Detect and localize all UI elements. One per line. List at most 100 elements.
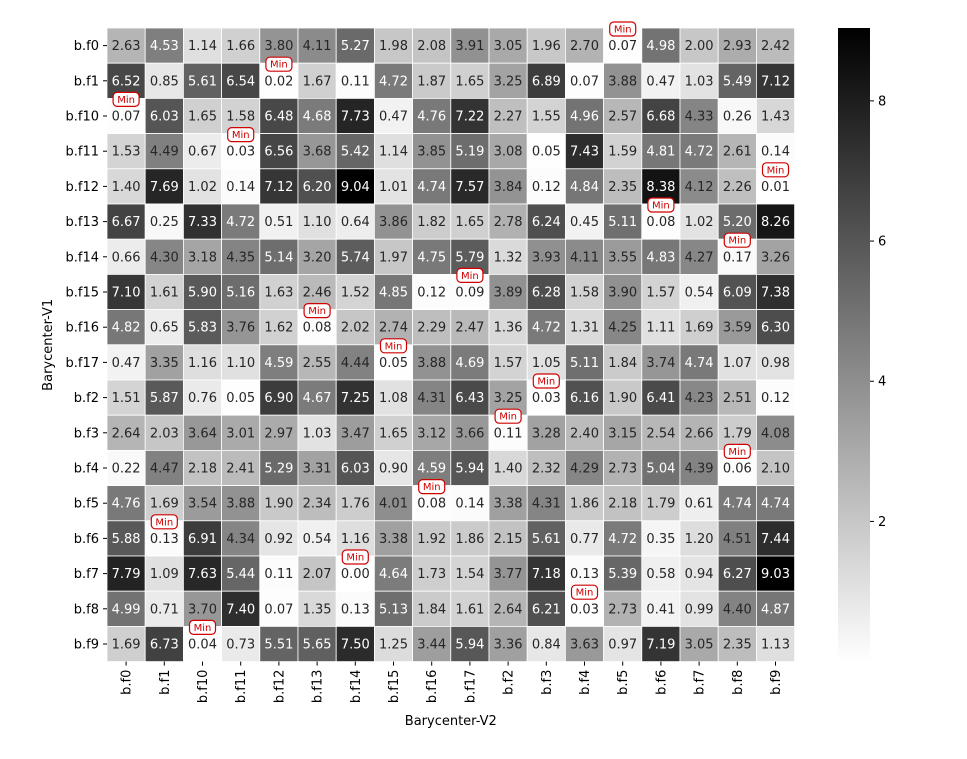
cell-value-label: 2.61 <box>723 145 752 160</box>
heatmap-cell <box>565 168 605 205</box>
cell-value-label: 7.63 <box>188 567 217 582</box>
cell-value-label: 5.51 <box>264 638 293 653</box>
heatmap-cell <box>641 238 681 275</box>
cell-value-label: 1.08 <box>379 391 408 406</box>
cell-value-label: 2.63 <box>112 39 141 54</box>
heatmap-cell <box>182 273 222 310</box>
cell-value-label: 5.20 <box>723 215 752 230</box>
heatmap-cell <box>412 273 452 310</box>
cell-value-label: 1.32 <box>494 250 523 265</box>
heatmap-cell <box>603 626 643 663</box>
cell-value-label: 6.27 <box>723 567 752 582</box>
heatmap-cell <box>335 203 375 240</box>
cell-value-label: 4.11 <box>570 250 599 265</box>
heatmap-cell <box>603 590 643 627</box>
cell-value-label: 4.76 <box>112 497 141 512</box>
cell-value-label: 4.76 <box>417 110 446 125</box>
cell-value-label: 0.12 <box>417 286 446 301</box>
cell-value-label: 3.01 <box>226 426 255 441</box>
cell-value-label: 5.65 <box>303 638 332 653</box>
heatmap-cell <box>144 555 184 592</box>
heatmap-cell <box>488 555 528 592</box>
y-tick-labels: b.f0 b.f1 b.f10 b.f11 b.f12 b.f13 b.f14 b.f15 b.… <box>65 39 107 653</box>
cell-value-label: 0.54 <box>303 532 332 547</box>
colorbar-tick-label: 4 <box>878 375 886 390</box>
cell-value-label: 0.14 <box>761 145 790 160</box>
min-marker-box <box>456 267 484 283</box>
cell-value-label: 1.35 <box>303 602 332 617</box>
heatmap-cell <box>259 238 299 275</box>
x-tick-label: b.f3 <box>540 670 555 695</box>
cell-value-label: 4.47 <box>150 462 179 477</box>
heatmap-cell <box>603 238 643 275</box>
heatmap-cells <box>106 27 796 663</box>
heatmap-cell <box>373 27 413 64</box>
cell-value-label: 9.03 <box>761 567 790 582</box>
cell-value-label: 0.92 <box>264 532 293 547</box>
heatmap-cell <box>412 98 452 135</box>
cell-value-label: 0.05 <box>532 145 561 160</box>
cell-value-label: 3.85 <box>417 145 446 160</box>
cell-value-label: 4.35 <box>226 250 255 265</box>
cell-value-label: 2.54 <box>646 426 675 441</box>
cell-value-label: 5.11 <box>570 356 599 371</box>
min-marker-box <box>609 21 637 37</box>
heatmap-cell <box>182 485 222 522</box>
min-marker-box <box>570 584 599 600</box>
cell-value-label: 3.12 <box>417 426 446 441</box>
cell-value-label: 1.90 <box>264 497 293 512</box>
heatmap-cell <box>603 344 643 381</box>
cell-value-label: 2.03 <box>150 426 179 441</box>
heatmap-cell <box>259 203 299 240</box>
heatmap-cell <box>717 379 757 416</box>
cell-value-label: 3.08 <box>494 145 523 160</box>
cell-value-label: 3.26 <box>761 250 790 265</box>
heatmap-cell <box>717 168 757 205</box>
cell-value-label: 0.01 <box>761 180 790 195</box>
heatmap-cell <box>106 168 146 205</box>
heatmap-cell <box>603 203 643 240</box>
heatmap-cell <box>565 238 605 275</box>
cell-value-label: 2.66 <box>685 426 714 441</box>
heatmap-cell <box>717 485 757 522</box>
cell-value-label: 2.42 <box>761 39 790 54</box>
cell-value-label: 0.12 <box>761 391 790 406</box>
cell-value-label: 5.87 <box>150 391 179 406</box>
heatmap-cell <box>526 414 566 451</box>
cell-value-label: 4.99 <box>112 602 141 617</box>
cell-value-label: 6.68 <box>646 110 675 125</box>
cell-value-label: 0.11 <box>494 426 523 441</box>
cell-value-label: 1.14 <box>379 145 408 160</box>
cell-value-label: 0.00 <box>341 567 370 582</box>
cell-value-label: 2.97 <box>264 426 293 441</box>
cell-value-label: 2.08 <box>417 39 446 54</box>
cell-value-label: 6.67 <box>112 215 141 230</box>
heatmap-cell <box>717 590 757 627</box>
cell-value-label: 2.73 <box>608 462 637 477</box>
cell-value-label: 3.89 <box>494 286 523 301</box>
cell-value-label: 4.72 <box>532 321 561 336</box>
heatmap-cell <box>526 449 566 486</box>
heatmap-cell <box>679 414 719 451</box>
heatmap-cell <box>144 27 184 64</box>
cell-value-label: 2.78 <box>494 215 523 230</box>
cell-value-label: 1.05 <box>532 356 561 371</box>
cell-value-label: 3.36 <box>494 638 523 653</box>
heatmap-cell <box>182 309 222 346</box>
cell-value-label: 0.08 <box>303 321 332 336</box>
cell-value-label: 2.35 <box>723 638 752 653</box>
heatmap-cell <box>144 133 184 170</box>
cell-value-label: 1.82 <box>417 215 446 230</box>
cell-value-label: 3.47 <box>341 426 370 441</box>
y-tick-label: b.f2 <box>74 391 99 406</box>
cell-value-label: 0.99 <box>685 602 714 617</box>
cell-value-label: 7.57 <box>455 180 484 195</box>
heatmap-cell <box>412 626 452 663</box>
heatmap-cell <box>106 273 146 310</box>
cell-value-label: 1.63 <box>264 286 293 301</box>
cell-value-label: 6.54 <box>226 74 255 89</box>
heatmap-cell <box>679 379 719 416</box>
cell-value-label: 3.25 <box>494 74 523 89</box>
heatmap-cell <box>679 273 719 310</box>
